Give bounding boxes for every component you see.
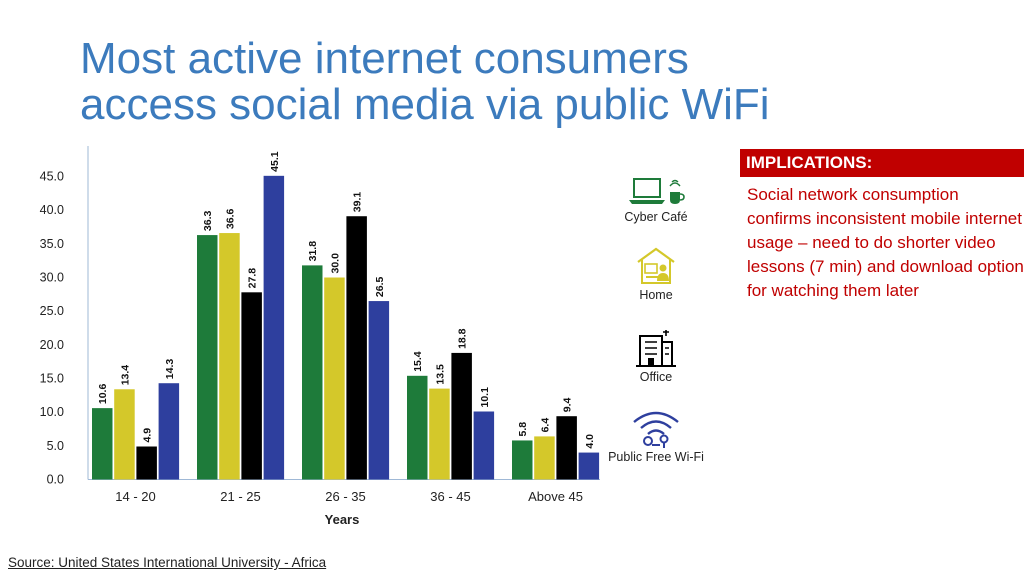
data-label: 10.6 xyxy=(97,384,109,405)
y-tick-label: 45.0 xyxy=(40,170,64,184)
data-label: 31.8 xyxy=(307,241,319,262)
bar xyxy=(114,389,135,480)
y-tick-label: 10.0 xyxy=(40,405,64,419)
y-tick-label: 0.0 xyxy=(47,473,64,487)
data-label: 13.5 xyxy=(434,364,446,385)
data-label: 36.3 xyxy=(202,210,214,231)
bar xyxy=(556,416,577,480)
bar xyxy=(473,411,495,480)
slide-title: Most active internet consumers access so… xyxy=(80,36,940,128)
x-tick-label: 26 - 35 xyxy=(325,489,365,504)
data-label: 13.4 xyxy=(119,365,131,386)
bar-chart: 0.0 5.0 10.0 15.0 20.0 25.0 30.0 35.0 40.0 45.0 10… xyxy=(40,146,600,527)
y-tick-label: 30.0 xyxy=(40,271,64,285)
bar xyxy=(429,388,450,480)
implications-panel: IMPLICATIONS: Social network consumption… xyxy=(740,149,1024,303)
x-tick-label: 14 - 20 xyxy=(115,489,155,504)
bar xyxy=(302,265,323,480)
title-line-2: access social media via public WiFi xyxy=(80,80,770,129)
data-label: 45.1 xyxy=(269,151,281,172)
bar xyxy=(136,446,157,480)
data-label: 4.0 xyxy=(584,434,596,449)
bar xyxy=(263,175,285,480)
laptop-coffee-icon xyxy=(629,178,685,204)
legend-label: Cyber Café xyxy=(624,210,688,224)
public-wifi-icon xyxy=(633,411,679,448)
implications-header: IMPLICATIONS: xyxy=(740,149,1024,177)
y-tick-label: 35.0 xyxy=(40,237,64,251)
bar xyxy=(512,440,533,480)
x-tick-label: 21 - 25 xyxy=(220,489,260,504)
bar xyxy=(368,301,390,480)
legend-label: Office xyxy=(639,370,673,384)
data-label: 10.1 xyxy=(479,387,491,408)
legend-item-office: Office xyxy=(604,326,708,385)
y-tick-label: 5.0 xyxy=(47,439,64,453)
x-tick-label: Above 45 xyxy=(528,489,583,504)
office-building-icon xyxy=(636,330,676,367)
bar xyxy=(534,436,555,480)
bar xyxy=(219,233,240,480)
bar xyxy=(451,352,472,480)
legend-item-cyber-cafe: Cyber Café xyxy=(604,176,708,225)
home-person-icon xyxy=(637,247,675,284)
source-link[interactable]: Source: United States International Univ… xyxy=(8,555,327,570)
data-label: 14.3 xyxy=(164,359,176,380)
bar xyxy=(92,408,113,480)
legend-label: Home xyxy=(639,288,673,302)
title-line-1: Most active internet consumers xyxy=(80,34,689,83)
legend-label: Public Free Wi-Fi xyxy=(608,450,704,464)
x-tick-label: 36 - 45 xyxy=(430,489,470,504)
bar xyxy=(158,383,180,480)
data-label: 18.8 xyxy=(457,328,469,349)
x-axis-title: Years xyxy=(325,512,360,527)
y-tick-label: 25.0 xyxy=(40,304,64,318)
data-label: 5.8 xyxy=(517,422,529,437)
bar xyxy=(197,235,218,480)
y-tick-label: 40.0 xyxy=(40,203,64,217)
data-label: 9.4 xyxy=(562,397,574,412)
data-label: 4.9 xyxy=(142,428,154,443)
data-label: 15.4 xyxy=(412,351,424,372)
legend-item-home: Home xyxy=(604,246,708,303)
bar xyxy=(346,216,367,480)
data-label: 27.8 xyxy=(247,268,259,289)
data-label: 26.5 xyxy=(374,276,386,297)
data-label: 39.1 xyxy=(352,192,364,213)
data-label: 36.6 xyxy=(224,208,236,229)
y-tick-label: 15.0 xyxy=(40,372,64,386)
bar xyxy=(578,452,600,480)
data-label: 6.4 xyxy=(539,418,551,433)
bar xyxy=(407,375,428,480)
y-tick-label: 20.0 xyxy=(40,338,64,352)
implications-text: Social network consumption confirms inco… xyxy=(747,185,1024,300)
legend-item-public-wifi: Public Free Wi-Fi xyxy=(604,408,708,465)
bar xyxy=(324,277,345,480)
bar xyxy=(241,292,262,480)
data-label: 30.0 xyxy=(329,253,341,274)
